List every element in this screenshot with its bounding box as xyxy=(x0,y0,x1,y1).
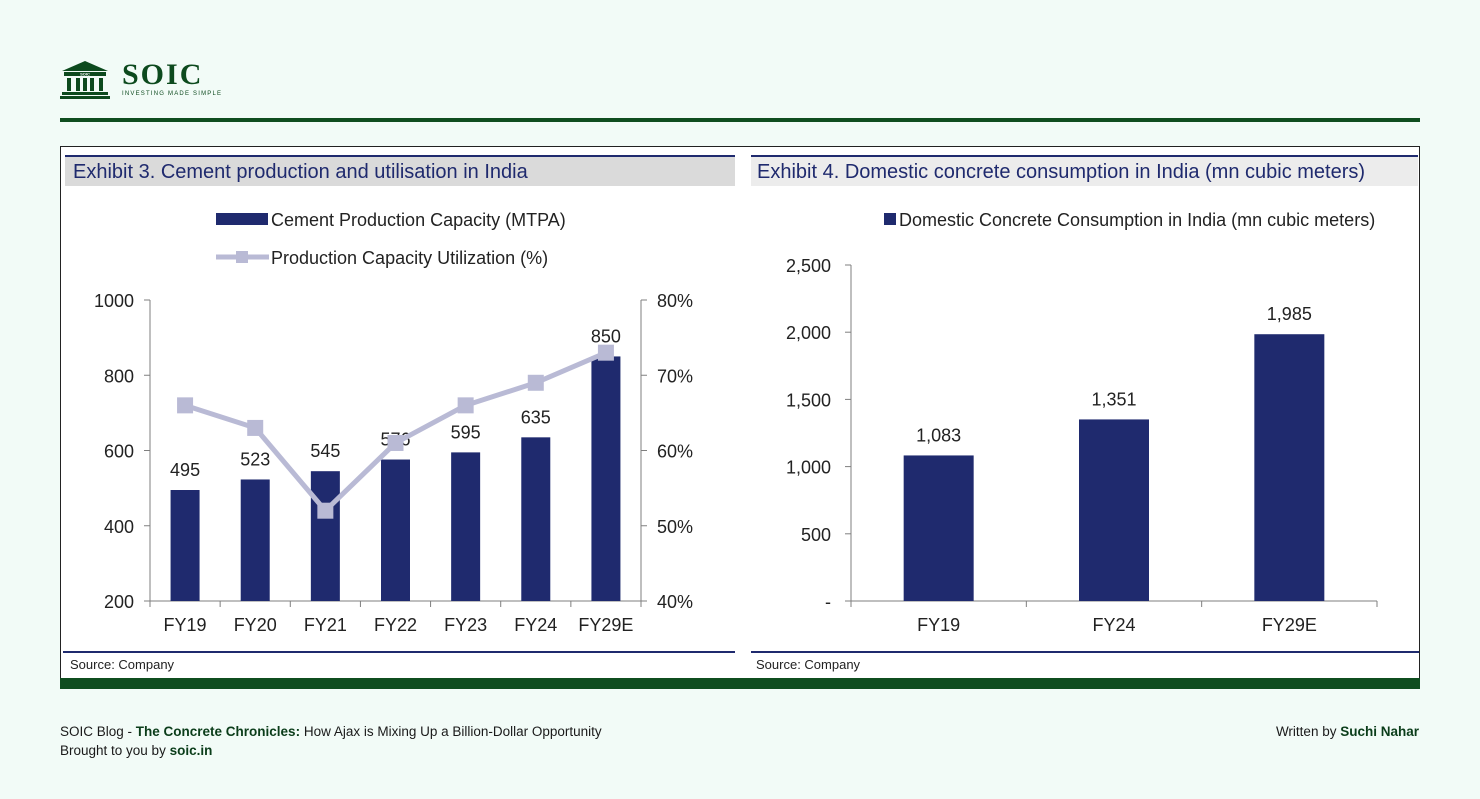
x-tick-label: FY29E xyxy=(1262,615,1317,635)
y-tick-label: 2,000 xyxy=(786,323,831,343)
cement-capacity-chart: Cement Production Capacity (MTPA) Product… xyxy=(94,210,693,635)
y-tick-label-right: 80% xyxy=(657,291,693,311)
header-divider xyxy=(60,118,1420,122)
point-utilization xyxy=(317,502,334,519)
footer-band xyxy=(60,678,1420,689)
data-label-capacity: 850 xyxy=(591,326,621,346)
x-tick-label: FY21 xyxy=(304,615,347,635)
bar-consumption xyxy=(1254,334,1325,601)
data-label-capacity: 495 xyxy=(170,460,200,480)
y-tick-label-left: 1000 xyxy=(94,291,134,311)
footer-blog-title: The Concrete Chronicles: xyxy=(135,724,301,739)
point-utilization xyxy=(247,419,264,436)
brand-tagline: INVESTING MADE SIMPLE xyxy=(122,91,223,97)
y-tick-label-left: 400 xyxy=(104,517,134,537)
x-tick-label: FY20 xyxy=(234,615,277,635)
point-utilization xyxy=(177,397,194,414)
legend-label-utilization: Production Capacity Utilization (%) xyxy=(271,248,548,268)
exhibit-3-title: Exhibit 3. Cement production and utilisa… xyxy=(65,155,735,186)
data-label-capacity: 635 xyxy=(521,407,551,427)
y-tick-label: 500 xyxy=(801,525,831,545)
y-tick-label-left: 600 xyxy=(104,442,134,462)
legend-marker-utilization xyxy=(236,251,248,263)
footer-author: Written by Suchi Nahar xyxy=(1276,722,1419,741)
x-tick-label: FY19 xyxy=(917,615,960,635)
footer-brought-prefix: Brought to you by xyxy=(60,743,170,758)
x-tick-label: FY22 xyxy=(374,615,417,635)
data-label-capacity: 545 xyxy=(310,441,340,461)
bar-capacity xyxy=(521,437,551,601)
footer-blog-prefix: SOIC Blog - xyxy=(60,724,136,739)
y-tick-label-right: 50% xyxy=(657,517,693,537)
bar-capacity xyxy=(310,471,340,601)
bar-capacity xyxy=(451,452,481,601)
y-tick-label-left: 800 xyxy=(104,366,134,386)
y-tick-label-right: 40% xyxy=(657,592,693,612)
y-tick-label: - xyxy=(825,592,831,612)
x-tick-label: FY23 xyxy=(444,615,487,635)
bar-capacity xyxy=(591,356,621,601)
data-label-consumption: 1,985 xyxy=(1267,304,1312,324)
exhibit-3-source-divider xyxy=(63,651,735,653)
legend-swatch-capacity xyxy=(216,213,268,225)
bar-consumption xyxy=(1079,419,1149,601)
point-utilization xyxy=(597,344,614,361)
footer-blog-line: SOIC Blog - The Concrete Chronicles: How… xyxy=(60,722,602,741)
x-tick-label: FY24 xyxy=(514,615,557,635)
legend-label-capacity: Cement Production Capacity (MTPA) xyxy=(271,210,566,230)
footer-author-name: Suchi Nahar xyxy=(1340,724,1419,739)
y-tick-label-right: 70% xyxy=(657,366,693,386)
data-label-consumption: 1,351 xyxy=(1091,389,1136,409)
x-tick-label: FY29E xyxy=(578,615,633,635)
y-tick-label-right: 60% xyxy=(657,442,693,462)
data-label-capacity: 595 xyxy=(451,422,481,442)
point-utilization xyxy=(527,374,544,391)
footer-brought-line: Brought to you by soic.in xyxy=(60,741,602,760)
y-tick-label: 1,500 xyxy=(786,390,831,410)
footer-blog-subtitle: How Ajax is Mixing Up a Billion-Dollar O… xyxy=(300,724,602,739)
bank-building-icon: SOIC xyxy=(60,61,110,99)
exhibits-panel: Exhibit 3. Cement production and utilisa… xyxy=(60,146,1420,680)
logo-emblem-text: SOIC xyxy=(80,71,90,76)
brand-name: SOIC xyxy=(122,58,204,91)
data-label-consumption: 1,083 xyxy=(916,425,961,445)
x-tick-label: FY19 xyxy=(164,615,207,635)
point-utilization xyxy=(387,434,404,451)
y-tick-label: 1,000 xyxy=(786,458,831,478)
data-label-capacity: 523 xyxy=(240,449,270,469)
exhibit-3-source: Source: Company xyxy=(70,657,175,672)
y-tick-label-left: 200 xyxy=(104,592,134,612)
footer-written-prefix: Written by xyxy=(1275,724,1341,739)
footer-credits: SOIC Blog - The Concrete Chronicles: How… xyxy=(60,722,602,760)
bar-consumption xyxy=(903,455,974,601)
exhibit-4-title: Exhibit 4. Domestic concrete consumption… xyxy=(751,155,1418,186)
y-tick-label: 2,500 xyxy=(786,256,831,276)
bar-capacity xyxy=(240,479,270,601)
x-tick-label: FY24 xyxy=(1092,615,1135,635)
soic-logo[interactable]: SOIC SOIC INVESTING MADE SIMPLE xyxy=(60,58,222,100)
legend-swatch-consumption xyxy=(884,213,896,225)
concrete-consumption-chart: Domestic Concrete Consumption in India (… xyxy=(786,210,1378,635)
exhibit-4-source-divider xyxy=(751,651,1419,653)
point-utilization xyxy=(457,397,474,414)
exhibit-4-source: Source: Company xyxy=(756,657,861,672)
bar-capacity xyxy=(170,490,200,601)
bar-capacity xyxy=(381,459,410,601)
footer-site-link[interactable]: soic.in xyxy=(169,743,213,758)
legend-label-consumption: Domestic Concrete Consumption in India (… xyxy=(899,210,1375,230)
